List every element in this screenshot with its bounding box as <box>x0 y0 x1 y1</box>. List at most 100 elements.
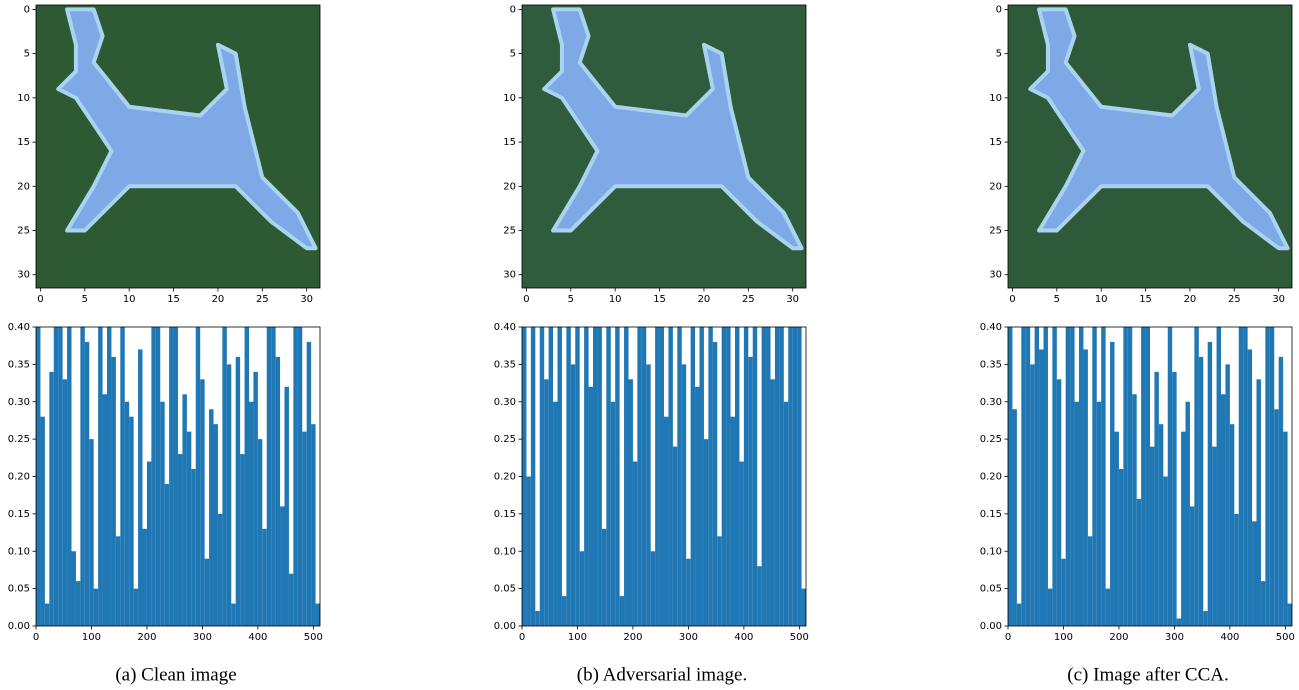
bar <box>1123 327 1128 626</box>
bar <box>752 327 758 626</box>
bar <box>120 327 125 626</box>
y-tick-label: 0.30 <box>980 397 1002 408</box>
bar <box>588 386 593 626</box>
bar <box>1221 394 1226 626</box>
bar <box>173 327 178 626</box>
x-tick-label: 200 <box>623 632 642 643</box>
y-tick-label: 25 <box>17 226 30 237</box>
bar <box>686 558 691 626</box>
x-tick-label: 300 <box>679 632 698 643</box>
bar <box>1176 618 1182 626</box>
bar <box>1185 401 1190 626</box>
bar <box>557 327 562 626</box>
bar <box>178 454 183 626</box>
bar <box>36 327 41 626</box>
bar <box>566 327 571 626</box>
bar <box>730 416 735 626</box>
bar <box>1056 379 1062 626</box>
bar <box>779 327 784 626</box>
x-tick-label: 10 <box>609 294 622 305</box>
y-tick-label: 0 <box>996 4 1002 15</box>
y-tick-label: 0.40 <box>494 322 516 333</box>
y-tick-label: 0.30 <box>494 397 516 408</box>
y-tick-label: 0.00 <box>980 621 1002 632</box>
bar <box>213 424 218 626</box>
bar <box>217 513 223 626</box>
bar <box>801 588 806 626</box>
x-tick-label: 500 <box>790 632 809 643</box>
bar <box>553 401 558 626</box>
x-tick-label: 100 <box>82 632 101 643</box>
bar <box>597 327 602 626</box>
bar <box>1212 446 1217 626</box>
bar <box>668 327 673 626</box>
y-tick-label: 30 <box>503 270 516 281</box>
bar <box>284 386 289 626</box>
bar <box>695 386 700 626</box>
y-tick-label: 0.05 <box>8 584 30 595</box>
y-tick-label: 0.00 <box>494 621 516 632</box>
x-tick-label: 25 <box>256 294 269 305</box>
y-tick-label: 20 <box>17 181 30 192</box>
x-tick-label: 0 <box>37 294 43 305</box>
y-tick-label: 0.25 <box>980 434 1002 445</box>
bar <box>1238 327 1244 626</box>
bar <box>539 327 545 626</box>
y-tick-label: 15 <box>17 137 30 148</box>
bar <box>1141 327 1146 626</box>
y-tick-label: 0.05 <box>494 584 516 595</box>
plot-area <box>522 327 806 626</box>
axes-frame <box>1007 4 1293 289</box>
bar <box>606 327 611 626</box>
bar <box>98 327 103 626</box>
bar <box>748 356 753 626</box>
y-tick-label: 0 <box>510 4 516 15</box>
bar <box>1229 424 1235 626</box>
bar <box>80 327 85 626</box>
bar <box>522 327 527 626</box>
bar <box>637 327 642 626</box>
bar <box>155 327 161 626</box>
bar <box>67 327 72 626</box>
x-tick-label: 20 <box>698 294 711 305</box>
bar <box>111 356 116 626</box>
y-tick-label: 0.20 <box>8 472 30 483</box>
x-tick-label: 5 <box>568 294 574 305</box>
bar <box>1101 327 1106 626</box>
bar <box>664 416 669 626</box>
bar <box>561 596 567 626</box>
bar <box>257 439 263 626</box>
x-tick-label: 400 <box>1220 632 1239 643</box>
bar <box>757 566 762 626</box>
bar <box>1070 327 1075 626</box>
y-tick-label: 0.35 <box>980 359 1002 370</box>
bar <box>1256 379 1261 626</box>
y-tick-label: 20 <box>989 181 1002 192</box>
axes-frame <box>35 4 321 289</box>
bar <box>44 603 50 626</box>
y-tick-label: 10 <box>503 93 516 104</box>
x-tick-label: 0 <box>519 632 525 643</box>
bar <box>1083 349 1088 626</box>
bar <box>1021 327 1026 626</box>
bar <box>650 551 656 626</box>
y-tick-label: 0.10 <box>8 546 30 557</box>
x-tick-label: 30 <box>786 294 799 305</box>
bar <box>1158 424 1164 626</box>
bar <box>1287 603 1292 626</box>
bar <box>302 431 307 626</box>
x-tick-label: 100 <box>1054 632 1073 643</box>
bar <box>129 416 134 626</box>
bar <box>102 394 107 626</box>
bar <box>1203 611 1208 626</box>
plot-area <box>36 327 320 626</box>
bar <box>717 536 722 626</box>
deer-shape <box>542 7 804 251</box>
y-tick-label: 0.15 <box>980 509 1002 520</box>
bar <box>690 327 696 626</box>
bar <box>1150 446 1155 626</box>
bar <box>164 483 170 626</box>
bar <box>84 341 90 626</box>
